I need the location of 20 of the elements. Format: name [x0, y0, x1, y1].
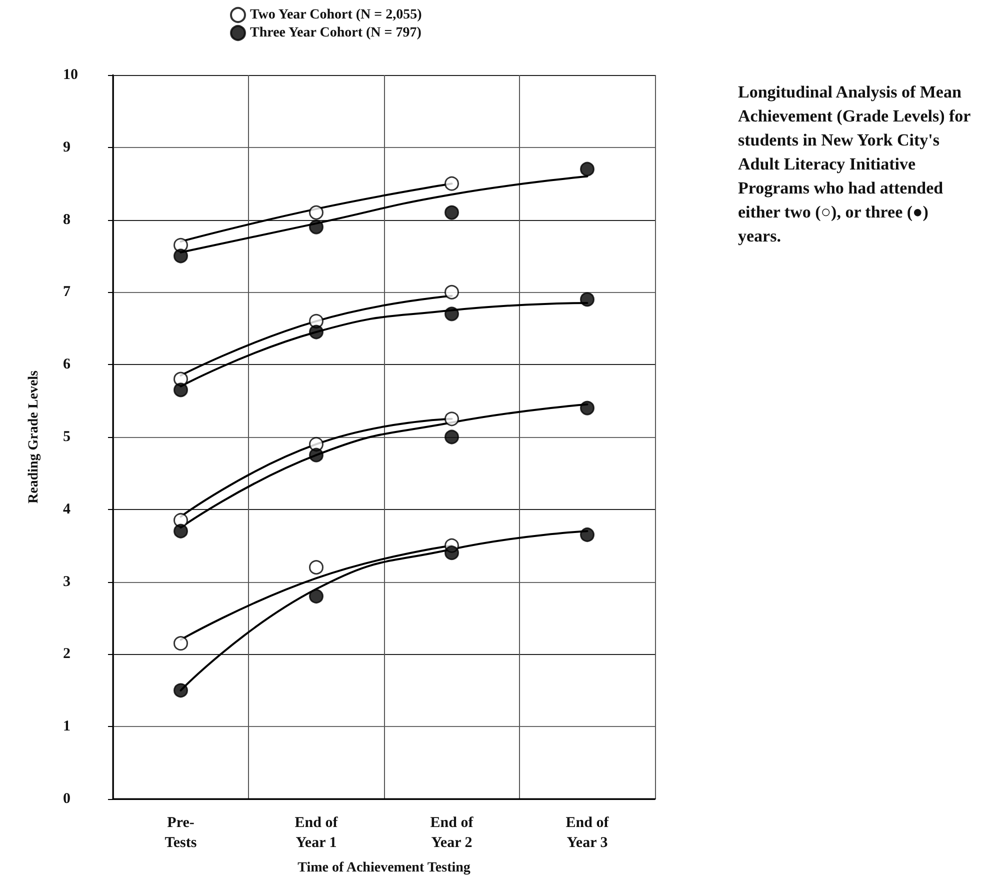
y-tick-label: 3 [63, 574, 70, 590]
x-tick-label: End of Year 2 [430, 815, 474, 851]
legend-label: Three Year Cohort (N = 797) [250, 26, 422, 40]
y-tick-label: 1 [63, 718, 70, 735]
x-tick-label: Pre- Tests [164, 815, 197, 851]
y-tick-label: 6 [63, 356, 71, 373]
y-tick-label: 4 [63, 501, 71, 518]
y-axis-title: Reading Grade Levels [26, 370, 42, 504]
text: Longitudinal Analysis of Mean Achievement (Grade Levels) for students in New York City's Adult Literacy Initiative Programs who had attended either two (○), or three (●) years. [738, 82, 975, 246]
y-tick-label: 10 [63, 67, 78, 83]
y-tick-label: 7 [63, 284, 71, 300]
x-axis-title: Time of Achievement Testing [298, 860, 470, 876]
x-tick-label: End of Year 1 [294, 815, 339, 851]
legend-label: Two Year Cohort (N = 2,055) [250, 8, 422, 22]
y-tick-label: 5 [63, 429, 70, 445]
y-tick-label: 9 [63, 139, 70, 156]
x-tick-label: End of Year 3 [566, 815, 610, 851]
y-tick-label: 0 [63, 791, 70, 807]
y-tick-label: 2 [63, 646, 70, 662]
y-tick-label: 8 [63, 212, 70, 228]
